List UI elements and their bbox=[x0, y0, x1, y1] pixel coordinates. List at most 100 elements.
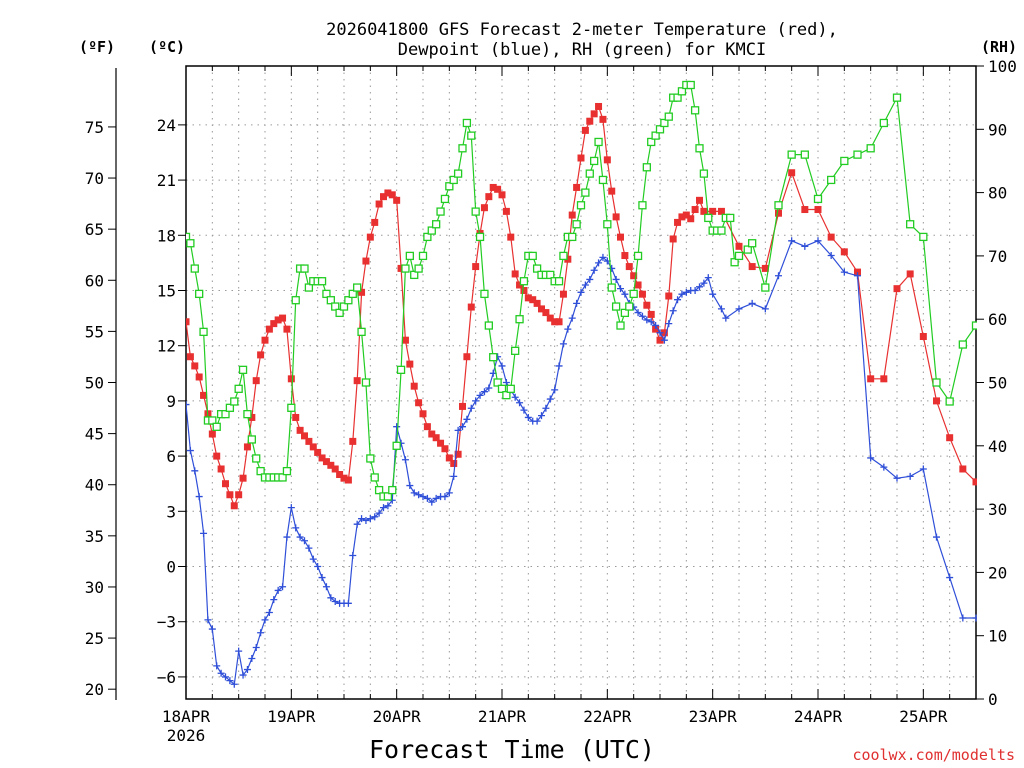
data-point-dewpoint bbox=[283, 533, 291, 541]
data-point-temperature bbox=[283, 325, 291, 333]
data-point-rh bbox=[440, 194, 450, 204]
data-point-dewpoint bbox=[801, 242, 809, 250]
gridlines bbox=[186, 66, 976, 699]
data-point-rh bbox=[585, 169, 594, 178]
data-point-dewpoint bbox=[893, 474, 901, 482]
data-point-rh bbox=[761, 283, 770, 292]
y-tick-label-f: 65 bbox=[85, 220, 104, 239]
data-point-rh bbox=[326, 296, 335, 305]
data-point-dewpoint bbox=[638, 312, 646, 320]
series-layer bbox=[186, 80, 977, 688]
data-point-temperature bbox=[322, 458, 330, 466]
data-point-dewpoint bbox=[226, 677, 234, 685]
data-point-rh bbox=[572, 220, 581, 229]
data-point-temperature bbox=[625, 263, 633, 271]
data-point-temperature bbox=[691, 206, 699, 214]
data-point-temperature bbox=[384, 189, 392, 197]
data-point-rh bbox=[199, 327, 208, 337]
data-point-dewpoint bbox=[546, 395, 554, 403]
data-point-temperature bbox=[243, 443, 251, 451]
data-point-temperature bbox=[494, 185, 502, 193]
data-point-temperature bbox=[406, 360, 414, 368]
data-point-temperature bbox=[195, 373, 203, 381]
data-point-rh bbox=[568, 232, 577, 242]
data-point-dewpoint bbox=[467, 404, 475, 412]
data-point-temperature bbox=[292, 413, 300, 421]
data-point-temperature bbox=[568, 211, 576, 219]
data-point-rh bbox=[660, 118, 669, 128]
data-point-temperature bbox=[274, 316, 282, 324]
data-point-temperature bbox=[186, 318, 190, 326]
data-point-dewpoint bbox=[327, 594, 335, 602]
data-point-temperature bbox=[502, 207, 510, 215]
data-point-rh bbox=[906, 220, 915, 229]
data-point-temperature bbox=[358, 288, 366, 296]
data-point-dewpoint bbox=[472, 397, 480, 405]
y-tick-label-f: 35 bbox=[85, 527, 104, 546]
data-point-rh bbox=[414, 264, 423, 273]
data-point-rh bbox=[502, 391, 511, 400]
data-point-rh bbox=[559, 251, 568, 261]
y-tick-label-c: −3 bbox=[157, 613, 176, 632]
data-point-rh bbox=[423, 232, 432, 242]
data-point-rh bbox=[879, 118, 888, 128]
data-point-temperature bbox=[595, 102, 603, 110]
data-point-temperature bbox=[674, 218, 682, 226]
data-point-rh bbox=[958, 340, 967, 349]
data-point-dewpoint bbox=[305, 544, 313, 552]
data-point-dewpoint bbox=[854, 272, 861, 280]
data-point-temperature bbox=[524, 294, 532, 302]
data-point-rh bbox=[493, 378, 502, 387]
y-tick-label-f: 20 bbox=[85, 680, 104, 699]
data-point-dewpoint bbox=[524, 413, 532, 421]
data-point-temperature bbox=[946, 434, 954, 442]
data-point-rh bbox=[603, 220, 612, 229]
data-point-dewpoint bbox=[248, 655, 256, 663]
data-point-dewpoint bbox=[287, 504, 295, 512]
x-tick-label: 24APR bbox=[794, 707, 843, 726]
data-point-temperature bbox=[252, 377, 260, 385]
data-point-dewpoint bbox=[322, 583, 330, 591]
data-point-dewpoint bbox=[301, 537, 308, 545]
data-point-temperature bbox=[542, 309, 550, 317]
data-point-dewpoint bbox=[906, 472, 914, 480]
data-point-rh bbox=[484, 321, 493, 330]
y-tick-label-c: 0 bbox=[166, 558, 176, 577]
data-point-rh bbox=[462, 118, 472, 128]
data-point-temperature bbox=[445, 454, 453, 462]
data-point-temperature bbox=[854, 268, 861, 276]
data-point-dewpoint bbox=[274, 586, 282, 594]
data-point-temperature bbox=[340, 474, 348, 482]
y-tick-label-rh: 100 bbox=[988, 57, 1017, 76]
data-point-temperature bbox=[959, 465, 967, 473]
data-point-rh bbox=[945, 397, 954, 406]
data-point-dewpoint bbox=[353, 520, 361, 528]
data-point-dewpoint bbox=[257, 629, 265, 637]
y-tick-label-rh: 30 bbox=[988, 500, 1007, 519]
data-point-rh bbox=[300, 264, 309, 273]
data-point-rh bbox=[853, 150, 862, 159]
data-point-rh bbox=[651, 131, 660, 140]
data-point-rh bbox=[677, 87, 687, 96]
data-point-rh bbox=[611, 302, 621, 311]
data-point-temperature bbox=[428, 430, 436, 438]
data-point-temperature bbox=[660, 329, 668, 337]
unit-label-celsius: (ºC) bbox=[149, 38, 185, 56]
data-point-temperature bbox=[191, 362, 199, 370]
data-point-dewpoint bbox=[533, 417, 541, 425]
data-point-dewpoint bbox=[959, 614, 967, 622]
data-point-dewpoint bbox=[208, 625, 216, 633]
data-point-rh bbox=[427, 226, 436, 235]
data-point-temperature bbox=[933, 397, 940, 405]
data-point-dewpoint bbox=[485, 384, 493, 392]
data-point-temperature bbox=[643, 301, 651, 309]
data-point-temperature bbox=[919, 332, 927, 340]
data-point-rh bbox=[458, 144, 467, 153]
y-tick-label-c: 6 bbox=[166, 447, 176, 466]
data-point-dewpoint bbox=[573, 299, 581, 307]
data-point-temperature bbox=[906, 270, 914, 278]
data-point-rh bbox=[304, 283, 314, 292]
data-point-rh bbox=[511, 346, 520, 356]
data-point-dewpoint bbox=[204, 616, 212, 624]
